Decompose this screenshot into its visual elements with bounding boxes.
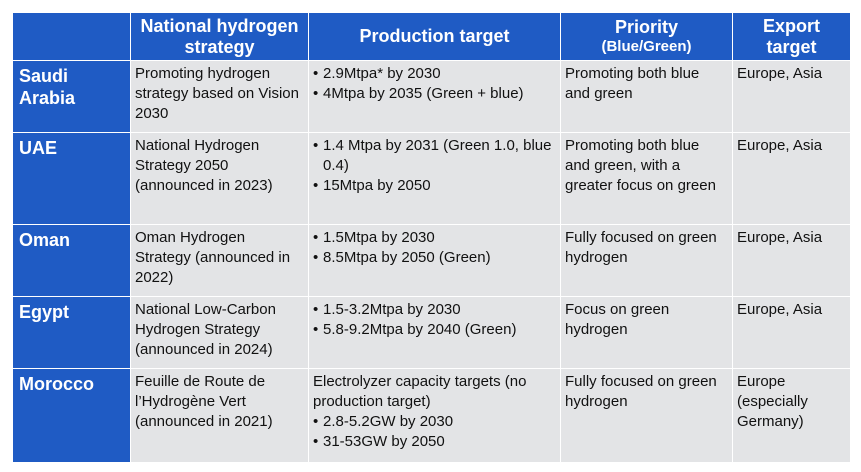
table-row: Morocco Feuille de Route de l’Hydrogène … <box>12 368 851 463</box>
production-item: 4Mtpa by 2035 (Green + blue) <box>313 84 555 104</box>
production-item: 1.5-3.2Mtpa by 2030 <box>313 300 555 320</box>
export-cell: Europe, Asia <box>732 132 851 225</box>
header-export: Export target <box>732 12 851 61</box>
production-list: 2.9Mtpa* by 2030 4Mtpa by 2035 (Green + … <box>313 64 555 104</box>
header-row: National hydrogen strategy Production ta… <box>12 12 851 61</box>
export-cell: Europe (especially Germany) <box>732 368 851 463</box>
header-priority-label: Priority <box>614 17 679 37</box>
strategy-cell: National Hydrogen Strategy 2050 (announc… <box>130 132 309 225</box>
export-cell: Europe, Asia <box>732 296 851 369</box>
export-cell: Europe, Asia <box>732 224 851 297</box>
production-item: 1.5Mtpa by 2030 <box>313 228 555 248</box>
production-list: 1.5Mtpa by 2030 8.5Mtpa by 2050 (Green) <box>313 228 555 268</box>
production-item: 2.8-5.2GW by 2030 <box>313 412 555 432</box>
priority-cell: Fully focused on green hydrogen <box>560 368 733 463</box>
strategy-cell: Oman Hydrogen Strategy (announced in 202… <box>130 224 309 297</box>
priority-cell: Promoting both blue and green <box>560 60 733 133</box>
country-cell: Oman <box>12 224 131 297</box>
production-cell: 2.9Mtpa* by 2030 4Mtpa by 2035 (Green + … <box>308 60 561 133</box>
priority-cell: Focus on green hydrogen <box>560 296 733 369</box>
production-item: 2.9Mtpa* by 2030 <box>313 64 555 84</box>
table-row: Egypt National Low-Carbon Hydrogen Strat… <box>12 296 851 369</box>
strategy-cell: National Low-Carbon Hydrogen Strategy (a… <box>130 296 309 369</box>
production-cell: 1.4 Mtpa by 2031 (Green 1.0, blue 0.4) 1… <box>308 132 561 225</box>
header-production: Production target <box>308 12 561 61</box>
production-note: Electrolyzer capacity targets (no produc… <box>313 373 527 410</box>
header-priority-sublabel: (Blue/Green) <box>601 38 692 55</box>
production-cell: Electrolyzer capacity targets (no produc… <box>308 368 561 463</box>
production-list: 1.4 Mtpa by 2031 (Green 1.0, blue 0.4) 1… <box>313 136 555 196</box>
production-list: 1.5-3.2Mtpa by 2030 5.8-9.2Mtpa by 2040 … <box>313 300 555 340</box>
production-item: 5.8-9.2Mtpa by 2040 (Green) <box>313 320 555 340</box>
header-priority: Priority (Blue/Green) <box>560 12 733 61</box>
strategy-cell: Feuille de Route de l’Hydrogène Vert (an… <box>130 368 309 463</box>
production-cell: 1.5-3.2Mtpa by 2030 5.8-9.2Mtpa by 2040 … <box>308 296 561 369</box>
table-row: Saudi Arabia Promoting hydrogen strategy… <box>12 60 851 133</box>
production-item: 8.5Mtpa by 2050 (Green) <box>313 248 555 268</box>
priority-cell: Promoting both blue and green, with a gr… <box>560 132 733 225</box>
country-cell: Egypt <box>12 296 131 369</box>
production-item: 31-53GW by 2050 <box>313 432 555 452</box>
header-strategy: National hydrogen strategy <box>130 12 309 61</box>
country-cell: Morocco <box>12 368 131 463</box>
table-row: Oman Oman Hydrogen Strategy (announced i… <box>12 224 851 297</box>
production-item: 1.4 Mtpa by 2031 (Green 1.0, blue 0.4) <box>313 136 555 176</box>
header-corner-cell <box>12 12 131 61</box>
hydrogen-strategy-table: National hydrogen strategy Production ta… <box>12 12 851 463</box>
country-cell: Saudi Arabia <box>12 60 131 133</box>
strategy-cell: Promoting hydrogen strategy based on Vis… <box>130 60 309 133</box>
country-cell: UAE <box>12 132 131 225</box>
production-item: 15Mtpa by 2050 <box>313 176 555 196</box>
export-cell: Europe, Asia <box>732 60 851 133</box>
table-row: UAE National Hydrogen Strategy 2050 (ann… <box>12 132 851 225</box>
priority-cell: Fully focused on green hydrogen <box>560 224 733 297</box>
production-cell: 1.5Mtpa by 2030 8.5Mtpa by 2050 (Green) <box>308 224 561 297</box>
production-list: 2.8-5.2GW by 2030 31-53GW by 2050 <box>313 412 555 452</box>
